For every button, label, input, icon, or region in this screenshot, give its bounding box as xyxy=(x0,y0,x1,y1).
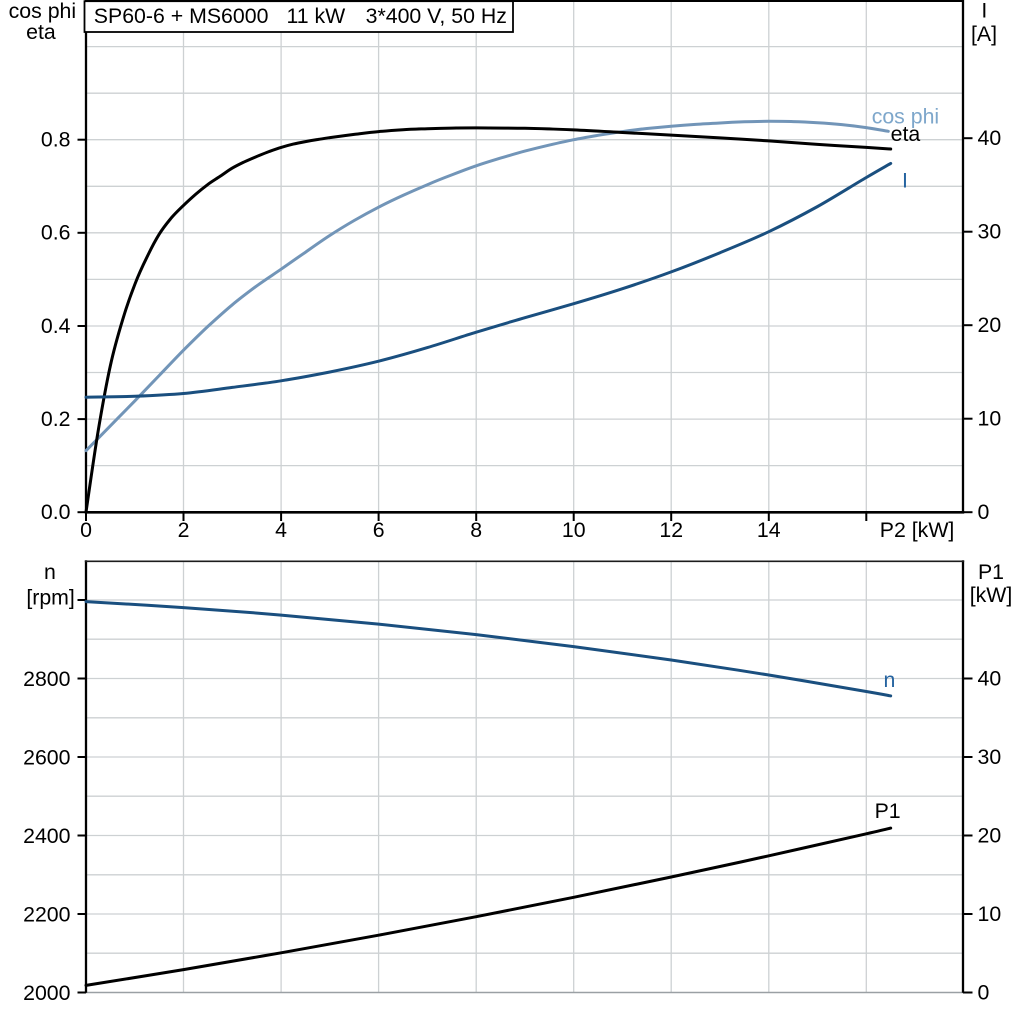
svg-text:2200: 2200 xyxy=(23,902,71,926)
svg-text:0: 0 xyxy=(978,500,990,524)
svg-text:2000: 2000 xyxy=(23,981,71,1005)
svg-text:6: 6 xyxy=(373,518,385,542)
svg-text:14: 14 xyxy=(757,518,781,542)
svg-text:eta: eta xyxy=(26,20,56,44)
svg-text:n: n xyxy=(44,560,56,584)
svg-text:[rpm]: [rpm] xyxy=(26,585,75,609)
svg-text:10: 10 xyxy=(978,407,1002,431)
svg-text:0.4: 0.4 xyxy=(41,314,71,338)
svg-text:12: 12 xyxy=(659,518,683,542)
svg-text:I: I xyxy=(981,0,987,22)
svg-text:P1: P1 xyxy=(978,560,1004,584)
svg-text:P1: P1 xyxy=(875,799,901,823)
svg-text:4: 4 xyxy=(275,518,287,542)
svg-text:8: 8 xyxy=(470,518,482,542)
svg-text:2600: 2600 xyxy=(23,745,71,769)
svg-text:30: 30 xyxy=(978,220,1002,244)
svg-text:[A]: [A] xyxy=(971,22,997,46)
svg-text:cos phi: cos phi xyxy=(9,0,76,23)
svg-text:10: 10 xyxy=(978,902,1002,926)
svg-text:20: 20 xyxy=(978,313,1002,337)
svg-text:0: 0 xyxy=(80,518,92,542)
svg-text:SP60-6 + MS6000: SP60-6 + MS6000 xyxy=(94,4,269,28)
svg-text:11 kW: 11 kW xyxy=(287,4,347,28)
svg-text:40: 40 xyxy=(978,126,1002,150)
svg-text:P2 [kW]: P2 [kW] xyxy=(880,518,955,542)
svg-text:0.2: 0.2 xyxy=(41,407,71,431)
svg-text:0.6: 0.6 xyxy=(41,221,71,245)
svg-text:cos phi: cos phi xyxy=(872,104,939,128)
svg-text:2400: 2400 xyxy=(23,824,71,848)
svg-text:eta: eta xyxy=(891,122,921,146)
svg-text:2800: 2800 xyxy=(23,667,71,691)
svg-text:n: n xyxy=(883,668,895,692)
svg-text:0.0: 0.0 xyxy=(41,500,71,524)
svg-text:40: 40 xyxy=(978,666,1002,690)
svg-text:30: 30 xyxy=(978,745,1002,769)
svg-text:0: 0 xyxy=(978,980,990,1004)
svg-text:I: I xyxy=(902,169,908,193)
svg-text:[kW]: [kW] xyxy=(970,583,1013,607)
svg-text:0.8: 0.8 xyxy=(41,128,71,152)
svg-text:20: 20 xyxy=(978,823,1002,847)
svg-text:2: 2 xyxy=(178,518,190,542)
svg-text:3*400 V, 50 Hz: 3*400 V, 50 Hz xyxy=(366,4,507,28)
svg-text:10: 10 xyxy=(562,518,586,542)
